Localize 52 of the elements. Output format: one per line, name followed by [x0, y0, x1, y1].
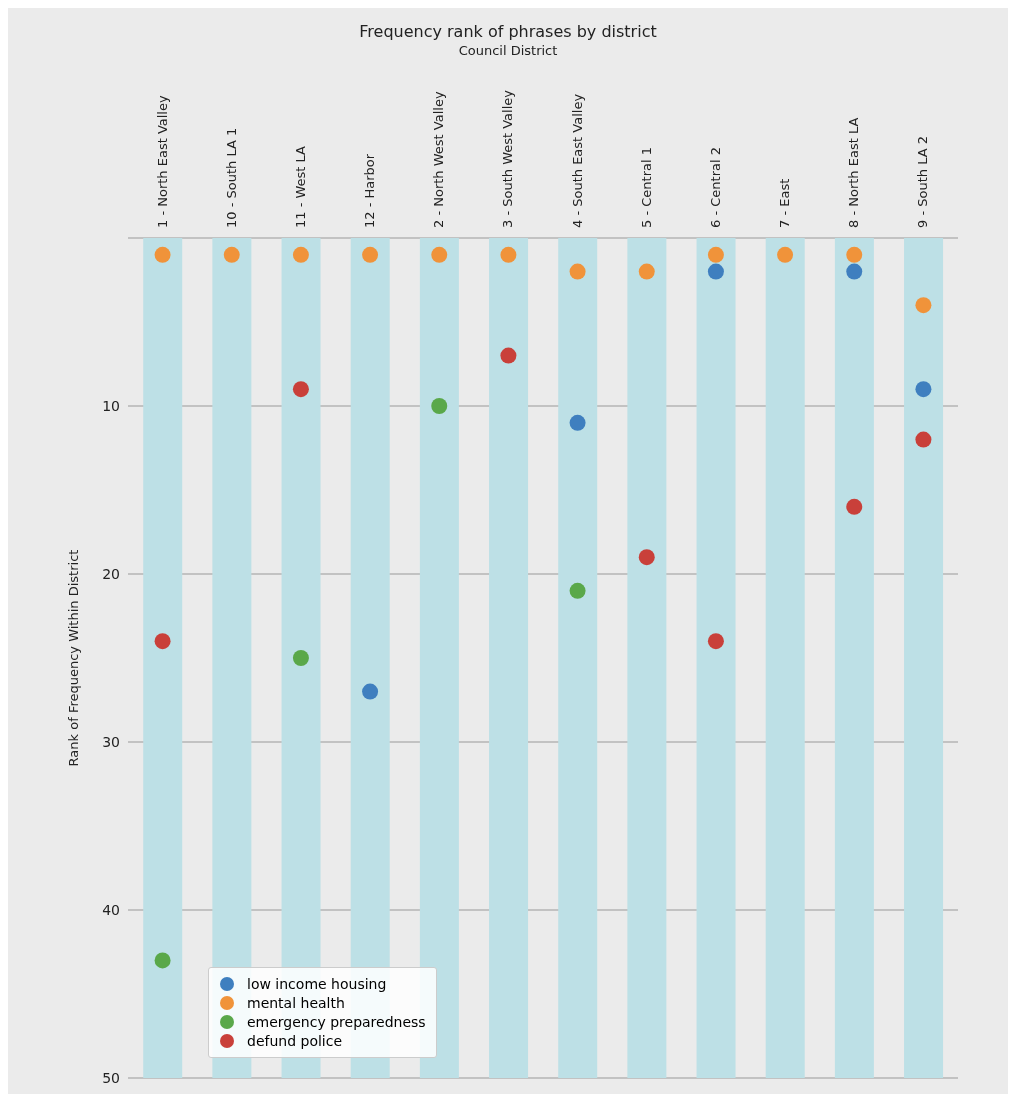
legend-label: mental health: [247, 995, 345, 1011]
point: [500, 347, 517, 364]
point: [431, 246, 448, 263]
x-tick-label: 3 - South West Valley: [500, 89, 516, 228]
point: [362, 246, 379, 263]
point: [292, 246, 309, 263]
point: [362, 683, 379, 700]
legend-label: low income housing: [247, 976, 387, 992]
point: [707, 263, 724, 280]
point: [569, 414, 586, 431]
y-axis-title: Rank of Frequency Within District: [65, 549, 81, 767]
point: [638, 549, 655, 566]
x-tick-label: 1 - North East Valley: [154, 95, 170, 228]
point: [154, 633, 171, 650]
x-tick-label: 4 - South East Valley: [569, 93, 585, 228]
point: [154, 246, 171, 263]
y-tick-label: 30: [102, 733, 120, 750]
legend-label: defund police: [247, 1033, 343, 1049]
chart-title: Frequency rank of phrases by district: [358, 22, 658, 41]
x-tick-label: 6 - Central 2: [707, 147, 723, 228]
point: [638, 263, 655, 280]
point: [707, 246, 724, 263]
point: [431, 398, 448, 414]
legend-label: emergency preparedness: [247, 1014, 426, 1030]
y-tick-label: 50: [102, 1069, 120, 1086]
point: [569, 582, 586, 599]
x-tick-label: 7 - East: [777, 178, 793, 228]
point: [292, 381, 309, 398]
x-tick-label: 11 - West LA: [292, 145, 308, 228]
x-tick-label: 10 - South LA 1: [223, 127, 239, 228]
point: [915, 431, 932, 448]
point: [292, 650, 309, 666]
point: [223, 246, 240, 263]
y-tick-label: 10: [102, 397, 120, 414]
x-tick-label: 12 - Harbor: [362, 153, 378, 228]
point: [569, 263, 586, 280]
point: [915, 297, 932, 314]
x-tick-label: 9 - South LA 2: [915, 136, 931, 228]
point: [846, 498, 863, 515]
x-axis-title: Council District: [457, 43, 559, 58]
point: [915, 381, 932, 398]
point: [846, 263, 863, 280]
point: [707, 633, 724, 650]
y-tick-label: 40: [102, 901, 120, 918]
x-tick-label: 2 - North West Valley: [431, 91, 447, 228]
point: [154, 952, 171, 969]
point: [846, 246, 863, 263]
y-tick-label: 20: [102, 565, 120, 582]
x-tick-label: 5 - Central 1: [638, 147, 654, 228]
x-tick-label: 8 - North East LA: [846, 117, 862, 228]
point: [777, 246, 794, 263]
point: [500, 246, 517, 263]
